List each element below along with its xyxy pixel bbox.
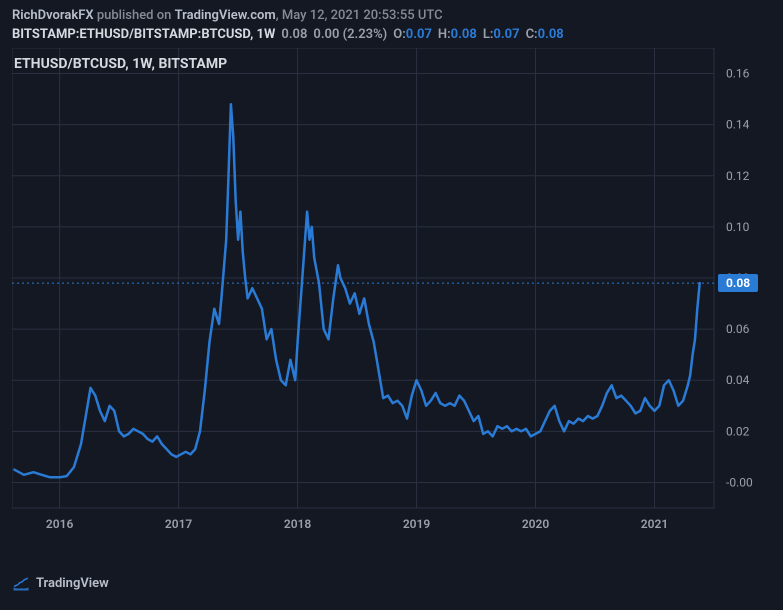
svg-text:0.14: 0.14 xyxy=(726,118,750,132)
svg-text:0.12: 0.12 xyxy=(726,169,750,183)
symbol-line: BITSTAMP:ETHUSD/BITSTAMP:BTCUSD, 1W 0.08… xyxy=(0,25,783,48)
publish-line: RichDvorakFX published on TradingView.co… xyxy=(0,0,783,25)
published-text: published on xyxy=(94,8,175,23)
close-value: 0.08 xyxy=(538,27,564,42)
brand-footer: TradingView xyxy=(12,574,109,592)
price-chart[interactable]: -0.00 0.02 0.04 0.06 0.08 0.10 0.12 0.14 0.16 201… xyxy=(12,48,771,556)
author-name: RichDvorakFX xyxy=(12,8,94,23)
low-value: 0.07 xyxy=(493,27,519,42)
open-label: O: xyxy=(393,27,406,42)
high-label: H: xyxy=(438,27,451,42)
last-price: 0.08 xyxy=(281,27,307,42)
open-value: 0.07 xyxy=(406,27,432,42)
svg-text:2017: 2017 xyxy=(165,517,193,531)
change: 0.00 (2.23%) xyxy=(313,27,387,42)
svg-text:0.04: 0.04 xyxy=(726,373,750,387)
symbol-name: BITSTAMP:ETHUSD/BITSTAMP:BTCUSD, 1W xyxy=(12,27,275,42)
svg-text:2021: 2021 xyxy=(641,517,668,531)
low-label: L: xyxy=(483,27,494,42)
svg-text:0.10: 0.10 xyxy=(726,220,750,234)
high-value: 0.08 xyxy=(451,27,477,42)
svg-text:0.06: 0.06 xyxy=(726,322,750,336)
svg-text:0.16: 0.16 xyxy=(726,67,750,81)
price-badge: 0.08 xyxy=(718,274,758,292)
svg-text:0.02: 0.02 xyxy=(726,424,750,438)
chart-title: ETHUSD/BTCUSD, 1W, BITSTAMP xyxy=(14,56,227,72)
publish-timestamp: , May 12, 2021 20:53:55 UTC xyxy=(276,8,443,23)
chart-svg: -0.00 0.02 0.04 0.06 0.08 0.10 0.12 0.14 0.16 201… xyxy=(12,48,771,556)
svg-text:2016: 2016 xyxy=(46,517,74,531)
close-label: C: xyxy=(526,27,538,42)
tradingview-icon xyxy=(12,574,30,592)
site-name: TradingView.com xyxy=(175,8,276,23)
svg-text:2019: 2019 xyxy=(403,517,431,531)
svg-text:2018: 2018 xyxy=(284,517,312,531)
svg-text:2020: 2020 xyxy=(522,517,550,531)
brand-name: TradingView xyxy=(36,576,109,591)
svg-text:-0.00: -0.00 xyxy=(726,475,753,489)
